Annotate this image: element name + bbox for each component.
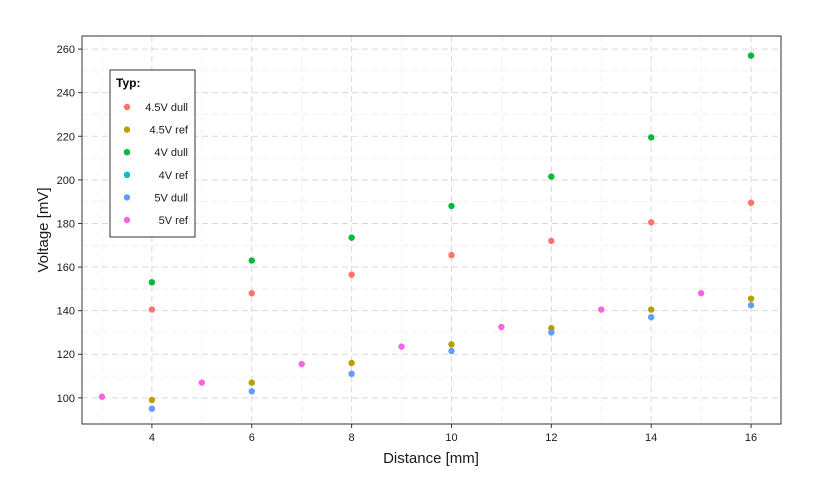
data-point [448, 251, 455, 259]
x-tick-label: 12 [545, 432, 557, 444]
data-point [747, 302, 755, 309]
data-point [348, 271, 355, 278]
data-point [747, 295, 755, 302]
x-axis-title: Distance [mm] [383, 450, 479, 467]
data-point [248, 257, 255, 264]
legend-swatch [123, 103, 131, 111]
data-point [647, 313, 655, 321]
legend-swatch [123, 149, 131, 156]
data-point [98, 393, 106, 400]
data-point [198, 379, 206, 386]
data-point [747, 52, 755, 59]
data-point [548, 329, 555, 336]
x-tick-label: 4 [149, 432, 155, 444]
legend-swatch [123, 194, 131, 201]
data-point [647, 219, 655, 226]
x-tick-label: 16 [745, 432, 757, 444]
y-tick-label: 260 [57, 44, 75, 56]
data-point [148, 306, 156, 313]
legend-label: 5V ref [159, 215, 189, 227]
legend-swatch [123, 126, 131, 133]
legend-swatch [123, 171, 131, 178]
y-tick-label: 120 [57, 349, 75, 361]
y-tick-label: 180 [57, 218, 75, 230]
y-tick-label: 140 [57, 306, 75, 318]
data-point [448, 202, 455, 210]
y-tick-label: 200 [57, 175, 75, 187]
legend-label: 5V dull [154, 192, 188, 204]
data-point [148, 279, 156, 286]
data-point [548, 237, 555, 245]
data-point [548, 173, 555, 180]
data-point [498, 323, 505, 331]
data-points [98, 52, 755, 412]
y-tick-label: 220 [57, 131, 75, 143]
data-point [298, 360, 305, 368]
y-tick-label: 240 [57, 88, 75, 100]
x-tick-label: 8 [349, 432, 355, 444]
y-tick-label: 100 [57, 393, 75, 405]
x-tick-label: 10 [445, 432, 457, 444]
plot-panel [81, 35, 782, 425]
data-point [248, 379, 255, 386]
data-point [348, 370, 355, 378]
legend-label: 4V ref [159, 170, 189, 182]
legend-items: 4.5V dull 4.5V ref 4V dull 4V ref 5V dull 5V … [123, 102, 189, 227]
axes: 4 6 8 10 12 14 16 100 120 140 160 180 200 220 240 260 [57, 44, 758, 444]
data-point [747, 199, 755, 206]
legend-label: 4.5V ref [149, 125, 188, 137]
data-point [598, 306, 605, 313]
data-point [348, 234, 355, 241]
y-tick-label: 160 [57, 262, 75, 274]
data-point [647, 306, 655, 313]
legend-title: Typ: [116, 76, 140, 90]
x-tick-label: 14 [645, 432, 657, 444]
y-axis-title: Voltage [mV] [35, 187, 52, 272]
legend-label: 4V dull [154, 147, 188, 159]
data-point [448, 347, 455, 355]
data-point [398, 343, 405, 350]
legend: Typ: 4.5V dull 4.5V ref 4V dull 4V ref 5V du… [109, 69, 196, 238]
data-point [697, 290, 705, 297]
data-point [348, 359, 355, 367]
data-point [248, 388, 255, 395]
data-point [248, 290, 255, 297]
data-point [148, 405, 156, 412]
legend-label: 4.5V dull [145, 102, 188, 114]
data-point [647, 134, 655, 141]
x-tick-label: 6 [249, 432, 255, 444]
data-point [448, 341, 455, 348]
legend-swatch [123, 216, 131, 224]
data-point [148, 396, 156, 404]
